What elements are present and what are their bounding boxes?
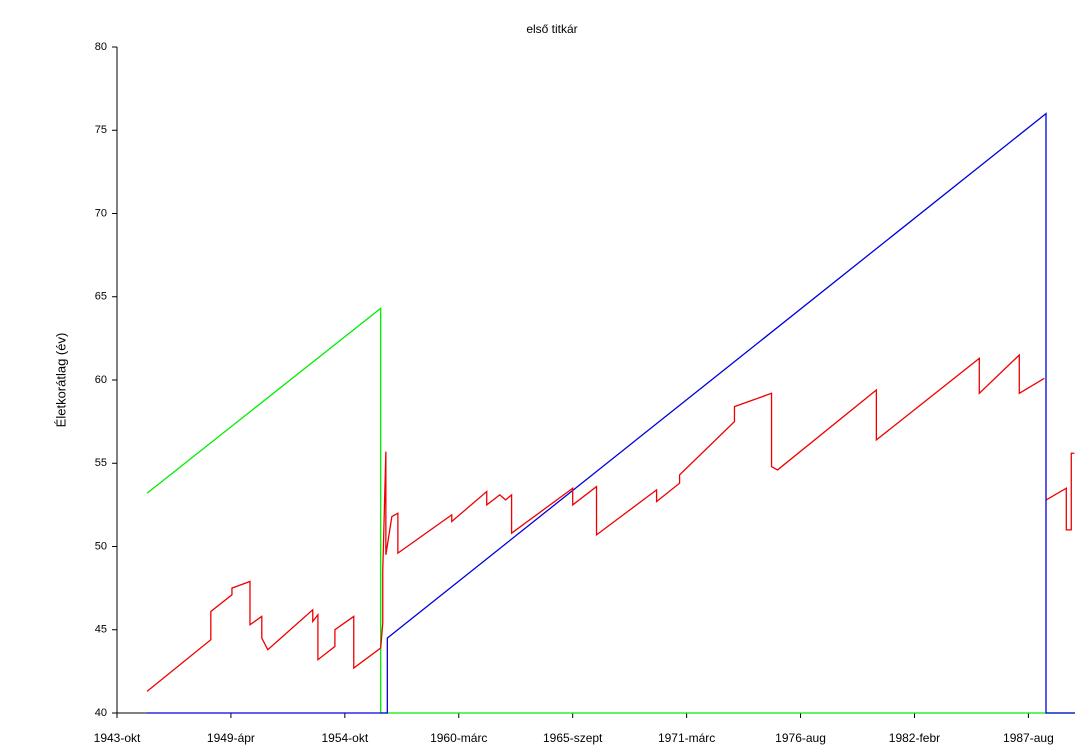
x-tick-label: 1976-aug bbox=[775, 731, 826, 745]
x-tick-label: 1954-okt bbox=[321, 731, 368, 745]
y-tick-label: 80 bbox=[95, 41, 107, 53]
y-axis-label: Életkorátlag (év) bbox=[53, 333, 68, 428]
x-tick-label: 1949-ápr bbox=[207, 731, 255, 745]
y-tick-label: 45 bbox=[95, 624, 107, 636]
y-tick-label: 65 bbox=[95, 291, 107, 303]
x-tick-label: 1982-febr bbox=[889, 731, 940, 745]
x-tick-label: 1960-márc bbox=[430, 731, 487, 745]
y-tick-label: 70 bbox=[95, 207, 107, 219]
y-tick-label: 75 bbox=[95, 124, 107, 136]
y-tick-label: 40 bbox=[95, 707, 107, 719]
y-tick-label: 55 bbox=[95, 457, 107, 469]
x-tick-label: 1987-aug bbox=[1003, 731, 1054, 745]
data-line bbox=[146, 353, 1075, 692]
y-tick-label: 50 bbox=[95, 540, 107, 552]
x-tick-label: 1971-márc bbox=[658, 731, 715, 745]
chart-subtitle: első titkár bbox=[526, 22, 577, 36]
data-line bbox=[146, 307, 1075, 714]
x-tick-label: 1943-okt bbox=[94, 731, 141, 745]
x-tick-label: 1965-szept bbox=[543, 731, 603, 745]
data-line bbox=[147, 112, 1075, 714]
y-tick-label: 60 bbox=[95, 374, 107, 386]
